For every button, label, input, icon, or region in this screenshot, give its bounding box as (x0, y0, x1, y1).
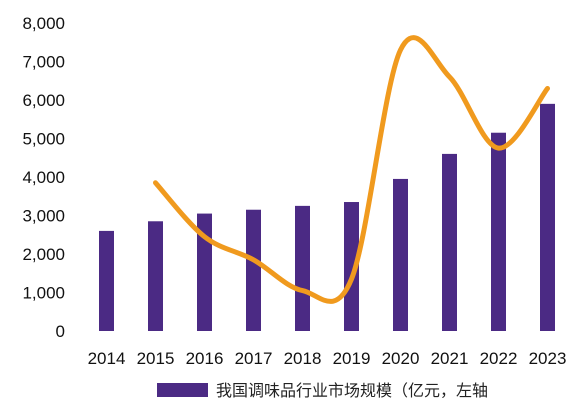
bar (99, 230, 114, 331)
y-tick-label: 1,000 (22, 284, 65, 303)
legend-swatch (157, 383, 208, 397)
y-tick-label: 7,000 (22, 53, 65, 72)
x-tick-label: 2023 (529, 349, 567, 368)
x-tick-label: 2017 (235, 349, 273, 368)
y-tick-label: 5,000 (22, 130, 65, 149)
bar (491, 132, 506, 331)
bar (344, 202, 359, 331)
y-axis: 0 1,000 2,000 3,000 4,000 5,000 6,000 7,000 8,00… (22, 14, 65, 341)
x-tick-label: 2019 (333, 349, 371, 368)
bar (148, 221, 163, 331)
x-tick-label: 2022 (480, 349, 518, 368)
bar (442, 153, 457, 331)
y-tick-label: 2,000 (22, 245, 65, 264)
bar (246, 209, 261, 331)
x-tick-label: 2020 (382, 349, 420, 368)
y-tick-label: 3,000 (22, 207, 65, 226)
x-tick-label: 2016 (186, 349, 224, 368)
x-axis: 2014 2015 2016 2017 2018 2019 2020 2021 2022 2023 (88, 349, 567, 368)
bar (540, 103, 555, 331)
bar (197, 213, 212, 331)
legend-label: 我国调味品行业市场规模（亿元，左轴 (216, 381, 488, 400)
y-tick-label: 0 (56, 322, 65, 341)
x-tick-label: 2014 (88, 349, 126, 368)
y-tick-label: 8,000 (22, 14, 65, 33)
legend: 我国调味品行业市场规模（亿元，左轴 (157, 381, 488, 400)
y-tick-label: 4,000 (22, 168, 65, 187)
line-series (153, 35, 550, 304)
bars (99, 103, 555, 331)
x-tick-label: 2018 (284, 349, 322, 368)
y-tick-label: 6,000 (22, 91, 65, 110)
bar (393, 178, 408, 331)
x-tick-label: 2015 (137, 349, 175, 368)
x-tick-label: 2021 (431, 349, 469, 368)
bar (295, 205, 310, 331)
